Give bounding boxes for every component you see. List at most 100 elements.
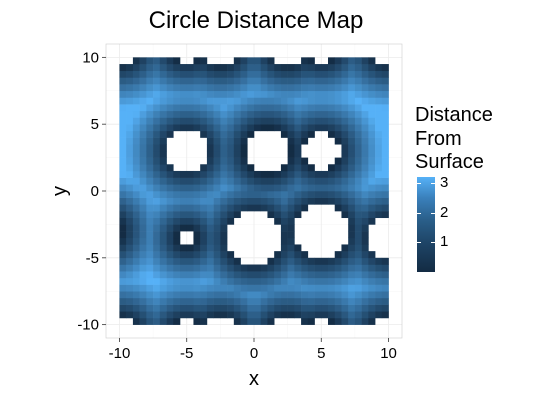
heatmap-cell	[280, 177, 288, 185]
heatmap-cell	[233, 277, 241, 285]
heatmap-cell	[200, 251, 208, 259]
heatmap-cell	[368, 64, 376, 72]
heatmap-cell	[287, 64, 295, 72]
heatmap-cell	[294, 84, 302, 92]
heatmap-cell	[227, 70, 235, 78]
heatmap-cell	[139, 170, 147, 178]
heatmap-cell	[307, 97, 315, 105]
heatmap-cell	[354, 124, 362, 132]
heatmap-cell	[119, 157, 127, 165]
heatmap-cell	[348, 70, 356, 78]
heatmap-cell	[354, 77, 362, 85]
heatmap-cell	[166, 90, 174, 98]
heatmap-cell	[132, 164, 140, 172]
heatmap-cell	[146, 317, 154, 325]
heatmap-cell	[126, 257, 134, 265]
heatmap-cell	[227, 137, 235, 145]
heatmap-cell	[260, 117, 268, 125]
heatmap-cell	[159, 297, 167, 305]
heatmap-cell	[267, 264, 275, 272]
heatmap-cell	[193, 251, 201, 259]
heatmap-cell	[193, 197, 201, 205]
heatmap-cell	[233, 57, 241, 65]
heatmap-cell	[132, 84, 140, 92]
heatmap-cell	[132, 217, 140, 225]
heatmap-cell	[314, 70, 322, 78]
heatmap-cell	[139, 264, 147, 272]
heatmap-cell	[267, 64, 275, 72]
tick-labels: -10 -5 0 5 10 -10 -5 0 5 10	[77, 49, 397, 362]
heatmap-cell	[132, 177, 140, 185]
heatmap-cell	[180, 277, 188, 285]
heatmap-cell	[186, 297, 194, 305]
heatmap-cell	[294, 164, 302, 172]
heatmap-cell	[361, 157, 369, 165]
heatmap-cell	[287, 84, 295, 92]
heatmap-cell	[193, 110, 201, 118]
heatmap-cell	[132, 170, 140, 178]
heatmap-cell	[254, 84, 262, 92]
heatmap-cell	[314, 90, 322, 98]
heatmap-cell	[307, 77, 315, 85]
heatmap-cell	[220, 84, 228, 92]
heatmap-cell	[368, 284, 376, 292]
heatmap-cell	[139, 184, 147, 192]
heatmap-cell	[287, 77, 295, 85]
heatmap-cell	[220, 110, 228, 118]
heatmap-cell	[126, 117, 134, 125]
heatmap-cell	[206, 237, 214, 245]
heatmap-cell	[254, 124, 262, 132]
heatmap-cell	[180, 191, 188, 198]
heatmap-cell	[341, 104, 349, 112]
heatmap-cell	[348, 90, 356, 98]
heatmap-cell	[153, 297, 161, 305]
heatmap-cell	[274, 184, 282, 192]
heatmap-cell	[260, 204, 268, 212]
heatmap-cell	[180, 217, 188, 225]
heatmap-cell	[132, 197, 140, 205]
heatmap-cell	[348, 184, 356, 192]
heatmap-cell	[220, 137, 228, 145]
heatmap-cell	[159, 257, 167, 265]
heatmap-cell	[227, 184, 235, 192]
heatmap-cell	[280, 251, 288, 259]
heatmap-cell	[348, 297, 356, 305]
heatmap-cell	[267, 104, 275, 112]
heatmap-cell	[186, 70, 194, 78]
heatmap-cell	[328, 304, 336, 312]
heatmap-cell	[166, 124, 174, 132]
legend-tick-mark	[417, 182, 421, 184]
heatmap-cell	[361, 251, 369, 259]
heatmap-cell	[159, 204, 167, 212]
legend-tick-mark	[431, 242, 435, 244]
heatmap-cell	[126, 277, 134, 285]
heatmap-cell	[173, 271, 181, 279]
heatmap-cell	[126, 177, 134, 185]
heatmap-cell	[321, 70, 329, 78]
heatmap-cell	[321, 291, 329, 299]
heatmap-cell	[227, 257, 235, 265]
heatmap-cell	[173, 84, 181, 92]
heatmap-cell	[146, 271, 154, 279]
heatmap-cell	[301, 257, 309, 265]
heatmap-cell	[173, 70, 181, 78]
heatmap-cell	[307, 104, 315, 112]
heatmap-cell	[132, 257, 140, 265]
heatmap-cell	[166, 224, 174, 232]
heatmap-cell	[173, 217, 181, 225]
heatmap-cell	[368, 311, 376, 319]
heatmap-cell	[354, 184, 362, 192]
heatmap-cell	[294, 184, 302, 192]
heatmap-cell	[119, 97, 127, 105]
heatmap-cell	[159, 231, 167, 239]
legend-tick-label: 2	[440, 203, 449, 221]
heatmap-cell	[260, 104, 268, 112]
heatmap-cell	[119, 137, 127, 145]
heatmap-cell	[233, 124, 241, 132]
heatmap-cell	[200, 237, 208, 245]
heatmap-cell	[139, 110, 147, 118]
heatmap-cell	[220, 271, 228, 279]
heatmap-cell	[341, 77, 349, 85]
heatmap-cell	[314, 291, 322, 299]
heatmap-cell	[334, 57, 342, 65]
